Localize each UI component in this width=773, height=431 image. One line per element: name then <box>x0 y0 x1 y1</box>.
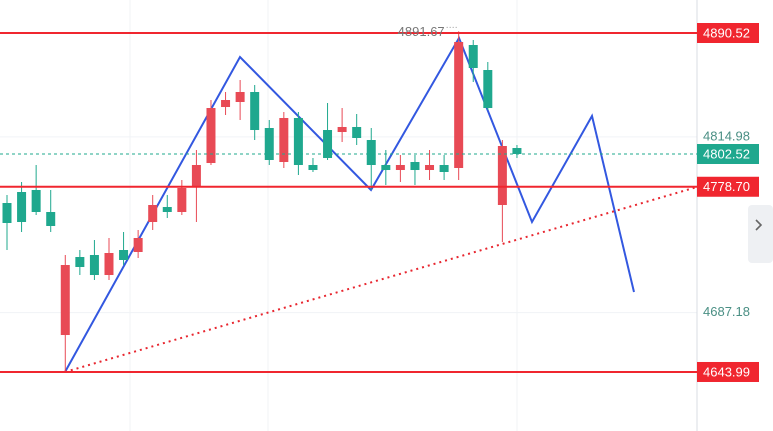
level-label-box <box>697 176 759 197</box>
last-price-box <box>697 144 759 165</box>
candle-body <box>17 192 27 222</box>
candle-body <box>60 265 70 336</box>
candle-body <box>264 128 274 160</box>
candle-body <box>352 126 362 138</box>
candle-body <box>2 203 12 224</box>
candle-body <box>250 92 260 131</box>
candle-body <box>308 165 318 171</box>
candle-body <box>46 212 56 226</box>
candle-body <box>410 162 420 171</box>
candle-body <box>323 130 333 159</box>
candle-body <box>89 254 99 276</box>
candle-body <box>468 45 478 68</box>
level-label: 4643.99 <box>703 364 750 379</box>
candle-body <box>133 238 143 252</box>
y-tick-label: 4814.98 <box>703 128 750 143</box>
candle-body <box>366 140 376 166</box>
candle-body <box>337 126 347 133</box>
candle-body <box>497 145 507 206</box>
pattern-drawing <box>64 35 635 373</box>
candle-body <box>148 205 158 222</box>
candle-body <box>162 207 172 213</box>
candle-body <box>177 188 187 213</box>
candle-body <box>206 108 216 164</box>
candle-body <box>235 92 245 102</box>
candle-body <box>293 118 303 166</box>
level-label: 4890.52 <box>703 25 750 40</box>
candle-body <box>75 257 85 268</box>
vertical-grid <box>129 0 518 431</box>
candle-body <box>221 100 231 108</box>
candle-body <box>119 250 129 261</box>
candle-body <box>395 165 405 171</box>
scroll-button[interactable] <box>748 205 773 263</box>
y-tick-label: 4687.18 <box>703 304 750 319</box>
candle-body <box>512 148 522 155</box>
candle-body <box>483 70 493 109</box>
chevron-icon <box>755 219 763 231</box>
candle-body <box>454 42 464 168</box>
trend-line <box>64 186 698 373</box>
candle-body <box>191 165 201 188</box>
level-label: 4778.70 <box>703 179 750 194</box>
candle-body <box>31 190 41 213</box>
candle-body <box>279 118 289 163</box>
candle-body <box>104 253 114 276</box>
last-price-label: 4802.52 <box>703 146 750 161</box>
candle-body <box>439 165 449 173</box>
high-annotation: 4891.67 <box>398 24 445 39</box>
candle-body <box>425 165 435 171</box>
level-label-box <box>697 23 759 44</box>
candle-body <box>381 165 391 171</box>
level-label-box <box>697 361 759 382</box>
